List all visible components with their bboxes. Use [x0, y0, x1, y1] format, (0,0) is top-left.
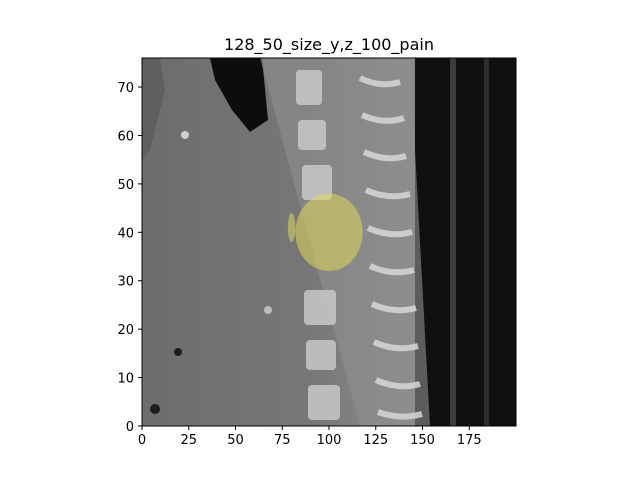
x-tick-label: 0	[138, 433, 146, 448]
mask-region	[295, 193, 363, 272]
x-tick-label: 50	[227, 433, 244, 448]
chart-title: 128_50_size_y,z_100_pain	[224, 35, 434, 55]
x-axis: 0 25 50 75 100 125 150 175	[138, 426, 482, 448]
y-tick-label: 30	[117, 275, 134, 290]
x-tick-label: 150	[410, 433, 435, 448]
y-tick-label: 0	[126, 420, 134, 435]
y-tick-label: 50	[117, 178, 134, 193]
x-tick-label: 25	[180, 433, 197, 448]
y-tick-label: 60	[117, 129, 134, 144]
y-tick-label: 20	[117, 323, 134, 338]
ct-image	[142, 58, 516, 426]
x-tick-label: 125	[363, 433, 388, 448]
y-axis: 0 10 20 30 40 50 60 70	[117, 81, 142, 435]
y-tick-label: 70	[117, 81, 134, 96]
mask-overlay	[287, 193, 363, 272]
y-tick-label: 40	[117, 226, 134, 241]
x-tick-label: 175	[457, 433, 482, 448]
mask-satellite	[287, 212, 296, 242]
y-tick-label: 10	[117, 372, 134, 387]
x-tick-label: 100	[317, 433, 342, 448]
x-tick-label: 75	[274, 433, 291, 448]
